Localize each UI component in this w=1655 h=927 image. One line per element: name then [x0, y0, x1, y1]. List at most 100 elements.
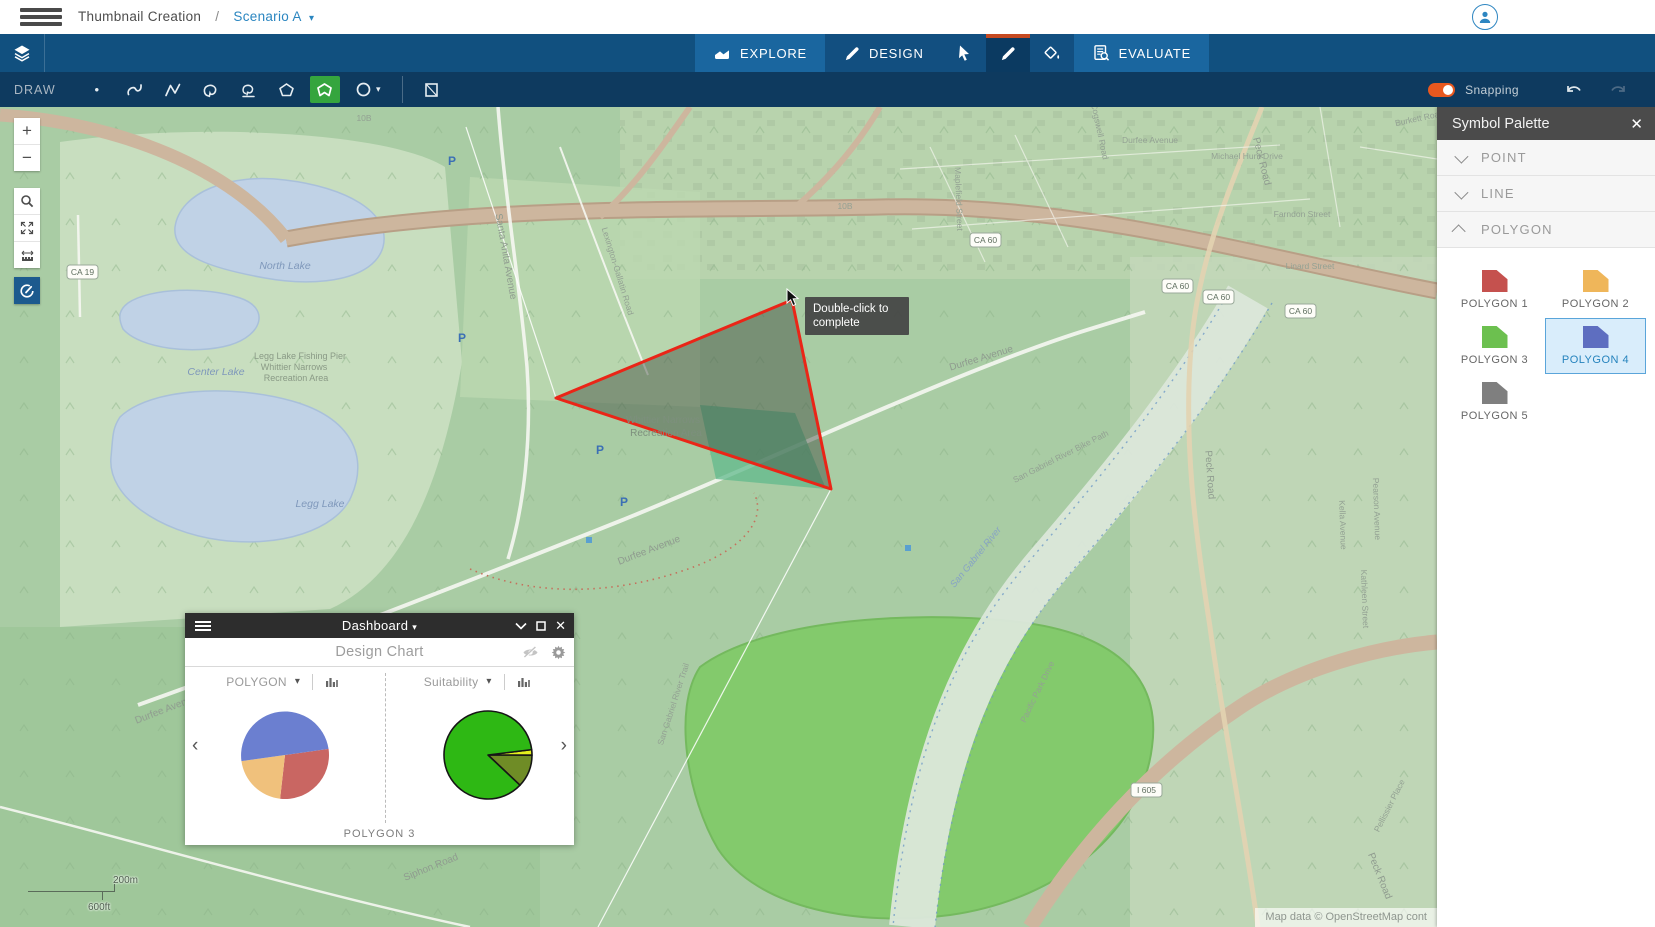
- breadcrumb: Thumbnail Creation / Scenario A ▾: [78, 9, 314, 24]
- sketch-triangle[interactable]: [554, 298, 833, 491]
- symbol-polygon-3[interactable]: POLYGON 3: [1444, 318, 1545, 374]
- chart-selectors-row: POLYGON ▾ Suitability ▾: [185, 667, 574, 696]
- map-label: Whittier Narrows: [261, 362, 328, 372]
- pencil-icon: [1002, 46, 1015, 60]
- map-label: Center Lake: [187, 366, 244, 378]
- undo-button[interactable]: [1559, 83, 1589, 97]
- dashboard-launcher-button[interactable]: [14, 277, 40, 304]
- dashboard-title-bar[interactable]: Dashboard ▾ ✕: [185, 613, 574, 638]
- parking-label: P: [458, 331, 466, 345]
- pie-slice-orange[interactable]: [241, 755, 285, 799]
- zoom-out-button[interactable]: −: [22, 148, 32, 167]
- menu-icon[interactable]: [20, 8, 62, 26]
- symbol-polygon-4-selected[interactable]: POLYGON 4: [1545, 318, 1646, 374]
- chevron-up-icon: [1451, 223, 1466, 238]
- tab-design[interactable]: DESIGN: [825, 34, 942, 72]
- toolbar-divider: [401, 76, 403, 103]
- dashboard-caret-icon[interactable]: ▾: [412, 622, 418, 632]
- draw-polygon-tool-active[interactable]: [309, 76, 340, 103]
- map-label: Kathleen Street: [1359, 569, 1371, 629]
- polygon-pie-chart[interactable]: [239, 709, 331, 801]
- suitability-pie-chart[interactable]: [442, 709, 534, 801]
- person-icon: [1479, 11, 1491, 23]
- draw-toolbar-label: DRAW: [14, 82, 56, 97]
- symbol-palette-header: Symbol Palette ✕: [1437, 107, 1655, 140]
- circle-options-caret-icon[interactable]: ▾: [375, 84, 381, 94]
- chart-page-prev[interactable]: ‹: [192, 735, 199, 756]
- visibility-off-icon[interactable]: [522, 645, 539, 659]
- breadcrumb-scenario[interactable]: Scenario A: [233, 9, 301, 24]
- symbol-polygon-1[interactable]: POLYGON 1: [1444, 262, 1545, 318]
- circle-icon: [356, 82, 371, 97]
- draw-autocomplete-freehand-tool[interactable]: [234, 76, 264, 103]
- pie-slice-green[interactable]: [443, 710, 533, 800]
- map-label: Whittier Narrows: [626, 415, 700, 426]
- snapping-toggle[interactable]: [1428, 82, 1456, 97]
- search-button[interactable]: [14, 188, 40, 215]
- redo-button[interactable]: [1603, 83, 1633, 97]
- fill-tool[interactable]: [1030, 34, 1074, 72]
- draw-toolbar-right: Snapping: [1428, 82, 1655, 97]
- select-tool[interactable]: [942, 34, 986, 72]
- chart-area: [185, 696, 574, 829]
- zoom-in-button[interactable]: +: [14, 118, 40, 145]
- parking-label: P: [620, 495, 628, 509]
- scenario-caret-icon[interactable]: ▾: [309, 13, 315, 24]
- left-select-caret-icon[interactable]: ▾: [294, 676, 301, 687]
- pie-slice-red[interactable]: [280, 748, 329, 800]
- design-pencil-icon: [845, 46, 859, 60]
- chart-footer-label: POLYGON 3: [343, 828, 416, 840]
- tab-explore[interactable]: EXPLORE: [695, 34, 826, 72]
- design-zone: DESIGN: [825, 34, 1074, 72]
- top-bar: Thumbnail Creation / Scenario A ▾: [0, 0, 1655, 34]
- right-select-value[interactable]: Suitability: [423, 674, 479, 689]
- measure-icon: [21, 250, 33, 261]
- gear-icon[interactable]: [551, 645, 566, 660]
- draw-tool-active[interactable]: [985, 34, 1030, 72]
- scale-bar: 200m 600ft: [28, 873, 138, 919]
- map-label: Durfee Avenue: [1122, 135, 1178, 145]
- pie-slice-blue[interactable]: [241, 711, 329, 762]
- symbol-polygon-2[interactable]: POLYGON 2: [1545, 262, 1646, 318]
- draw-freehand-line-tool[interactable]: [120, 76, 150, 103]
- draw-polygon-outline-tool[interactable]: [272, 76, 302, 103]
- draw-tooltip: Double-click to complete: [805, 297, 909, 335]
- design-feature-green[interactable]: [700, 405, 826, 489]
- tooltip-line1: Double-click to: [813, 303, 889, 315]
- close-palette-button[interactable]: ✕: [1630, 115, 1643, 133]
- minimize-button[interactable]: [515, 622, 527, 630]
- polygon-1-swatch: [1481, 270, 1508, 292]
- maximize-button[interactable]: [536, 620, 546, 631]
- polygon-4-swatch: [1582, 326, 1609, 348]
- parking-label: P: [596, 443, 604, 457]
- draw-rectangle-tool[interactable]: [417, 76, 447, 103]
- layers-button[interactable]: [0, 34, 45, 72]
- route-shield: CA 19: [71, 267, 94, 277]
- symbol-polygon-5[interactable]: POLYGON 5: [1444, 374, 1545, 430]
- tab-evaluate[interactable]: EVALUATE: [1073, 34, 1210, 72]
- draw-toolbar: DRAW •: [0, 72, 1655, 107]
- polyline-icon: [165, 83, 181, 96]
- left-select-value[interactable]: POLYGON: [226, 674, 287, 689]
- close-dashboard-button[interactable]: ✕: [555, 617, 566, 633]
- palette-section-line[interactable]: LINE: [1437, 176, 1655, 212]
- polygon-active-icon: [317, 82, 333, 96]
- draw-point-tool[interactable]: •: [82, 76, 112, 103]
- draw-freehand-polygon-tool[interactable]: [196, 76, 226, 103]
- scale-metric: 200m: [112, 875, 138, 886]
- measure-button[interactable]: [14, 242, 40, 268]
- draw-polyline-tool[interactable]: [158, 76, 188, 103]
- search-icon: [21, 195, 34, 208]
- breadcrumb-root[interactable]: Thumbnail Creation: [78, 9, 202, 24]
- dashboard-menu-icon[interactable]: [195, 619, 211, 633]
- bar-chart-icon[interactable]: [325, 676, 338, 688]
- palette-section-polygon[interactable]: POLYGON: [1437, 212, 1655, 248]
- bar-chart-icon[interactable]: [517, 676, 530, 688]
- cursor-icon: [959, 45, 970, 61]
- user-avatar[interactable]: [1472, 4, 1498, 30]
- draw-circle-tool[interactable]: ▾: [348, 76, 388, 103]
- extent-button[interactable]: [14, 215, 40, 242]
- chart-page-next[interactable]: ›: [560, 735, 567, 756]
- right-select-caret-icon[interactable]: ▾: [486, 676, 492, 687]
- palette-section-point[interactable]: POINT: [1437, 140, 1655, 176]
